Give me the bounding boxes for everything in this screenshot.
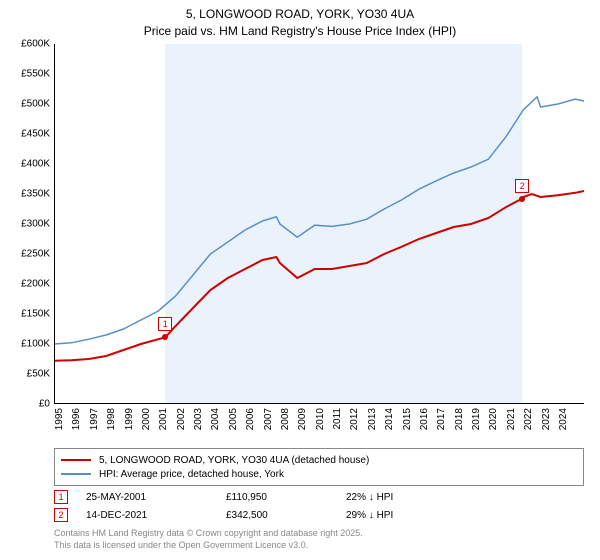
transaction-price: £342,500: [226, 510, 346, 521]
x-tick-label: 2022: [523, 408, 534, 430]
y-tick-label: £350K: [21, 189, 50, 200]
footer-line-2: This data is licensed under the Open Gov…: [54, 540, 584, 552]
x-tick-label: 1998: [106, 408, 117, 430]
x-tick-label: 2024: [558, 408, 569, 430]
y-axis: £0£50K£100K£150K£200K£250K£300K£350K£400…: [0, 44, 54, 404]
title-line-2: Price paid vs. HM Land Registry's House …: [0, 23, 600, 40]
x-tick-label: 1996: [71, 408, 82, 430]
x-tick-label: 1999: [124, 408, 135, 430]
x-tick-label: 2015: [402, 408, 413, 430]
y-tick-label: £50K: [27, 369, 50, 380]
y-tick-label: £400K: [21, 159, 50, 170]
y-tick-label: £300K: [21, 219, 50, 230]
legend-swatch-red: [61, 459, 91, 461]
legend: 5, LONGWOOD ROAD, YORK, YO30 4UA (detach…: [54, 448, 584, 486]
chart-lines-svg: [54, 44, 584, 404]
x-tick-label: 2004: [210, 408, 221, 430]
transaction-price: £110,950: [226, 492, 346, 503]
x-tick-label: 2014: [384, 408, 395, 430]
y-tick-label: £0: [39, 399, 50, 410]
transaction-delta: 29% ↓ HPI: [346, 510, 466, 521]
legend-row-red: 5, LONGWOOD ROAD, YORK, YO30 4UA (detach…: [61, 453, 577, 467]
y-tick-label: £150K: [21, 309, 50, 320]
x-tick-label: 2005: [228, 408, 239, 430]
x-tick-label: 2013: [367, 408, 378, 430]
x-tick-label: 2008: [280, 408, 291, 430]
transaction-marker-label: 1: [158, 317, 172, 331]
y-tick-label: £250K: [21, 249, 50, 260]
x-tick-label: 2010: [315, 408, 326, 430]
x-tick-label: 2017: [436, 408, 447, 430]
x-tick-label: 2012: [349, 408, 360, 430]
transaction-date: 25-MAY-2001: [86, 492, 226, 503]
transaction-marker-dot: [519, 196, 525, 202]
transaction-marker-label: 2: [515, 179, 529, 193]
transaction-marker-dot: [162, 334, 168, 340]
x-tick-label: 2006: [245, 408, 256, 430]
x-tick-label: 2016: [419, 408, 430, 430]
transaction-date: 14-DEC-2021: [86, 510, 226, 521]
transaction-row-marker: 2: [54, 508, 68, 522]
x-tick-label: 2000: [141, 408, 152, 430]
x-tick-label: 2001: [158, 408, 169, 430]
series-line-red: [54, 191, 584, 361]
y-tick-label: £100K: [21, 339, 50, 350]
chart-plot-area: 12: [54, 44, 584, 404]
y-tick-label: £200K: [21, 279, 50, 290]
x-tick-label: 2020: [488, 408, 499, 430]
x-tick-label: 2023: [541, 408, 552, 430]
x-tick-label: 2002: [176, 408, 187, 430]
x-tick-label: 2011: [332, 408, 343, 430]
transaction-table: 1 25-MAY-2001£110,95022% ↓ HPI 2 14-DEC-202…: [54, 488, 584, 524]
legend-swatch-blue: [61, 473, 91, 475]
transaction-row: 1 25-MAY-2001£110,95022% ↓ HPI: [54, 488, 584, 506]
x-tick-label: 2007: [263, 408, 274, 430]
footer-attribution: Contains HM Land Registry data © Crown c…: [54, 528, 584, 551]
title-block: 5, LONGWOOD ROAD, YORK, YO30 4UA Price p…: [0, 0, 600, 42]
series-line-blue: [54, 97, 584, 344]
legend-row-blue: HPI: Average price, detached house, York: [61, 467, 577, 481]
transaction-row: 2 14-DEC-2021£342,50029% ↓ HPI: [54, 506, 584, 524]
y-axis-line: [54, 44, 55, 404]
title-line-1: 5, LONGWOOD ROAD, YORK, YO30 4UA: [0, 6, 600, 23]
chart-container: 5, LONGWOOD ROAD, YORK, YO30 4UA Price p…: [0, 0, 600, 560]
x-axis: 1995 1996 1997 1998 1999 2000 2001 2002 2003 2004…: [54, 404, 584, 444]
x-tick-label: 2003: [193, 408, 204, 430]
x-tick-label: 2018: [454, 408, 465, 430]
legend-label-blue: HPI: Average price, detached house, York: [99, 469, 284, 480]
transaction-row-marker: 1: [54, 490, 68, 504]
x-tick-label: 2009: [297, 408, 308, 430]
y-tick-label: £500K: [21, 99, 50, 110]
x-tick-label: 2019: [471, 408, 482, 430]
y-tick-label: £450K: [21, 129, 50, 140]
legend-label-red: 5, LONGWOOD ROAD, YORK, YO30 4UA (detach…: [99, 455, 369, 466]
x-tick-label: 2021: [506, 408, 517, 430]
transaction-delta: 22% ↓ HPI: [346, 492, 466, 503]
y-tick-label: £600K: [21, 39, 50, 50]
x-tick-label: 1997: [89, 408, 100, 430]
x-tick-label: 1995: [54, 408, 65, 430]
footer-line-1: Contains HM Land Registry data © Crown c…: [54, 528, 584, 540]
y-tick-label: £550K: [21, 69, 50, 80]
